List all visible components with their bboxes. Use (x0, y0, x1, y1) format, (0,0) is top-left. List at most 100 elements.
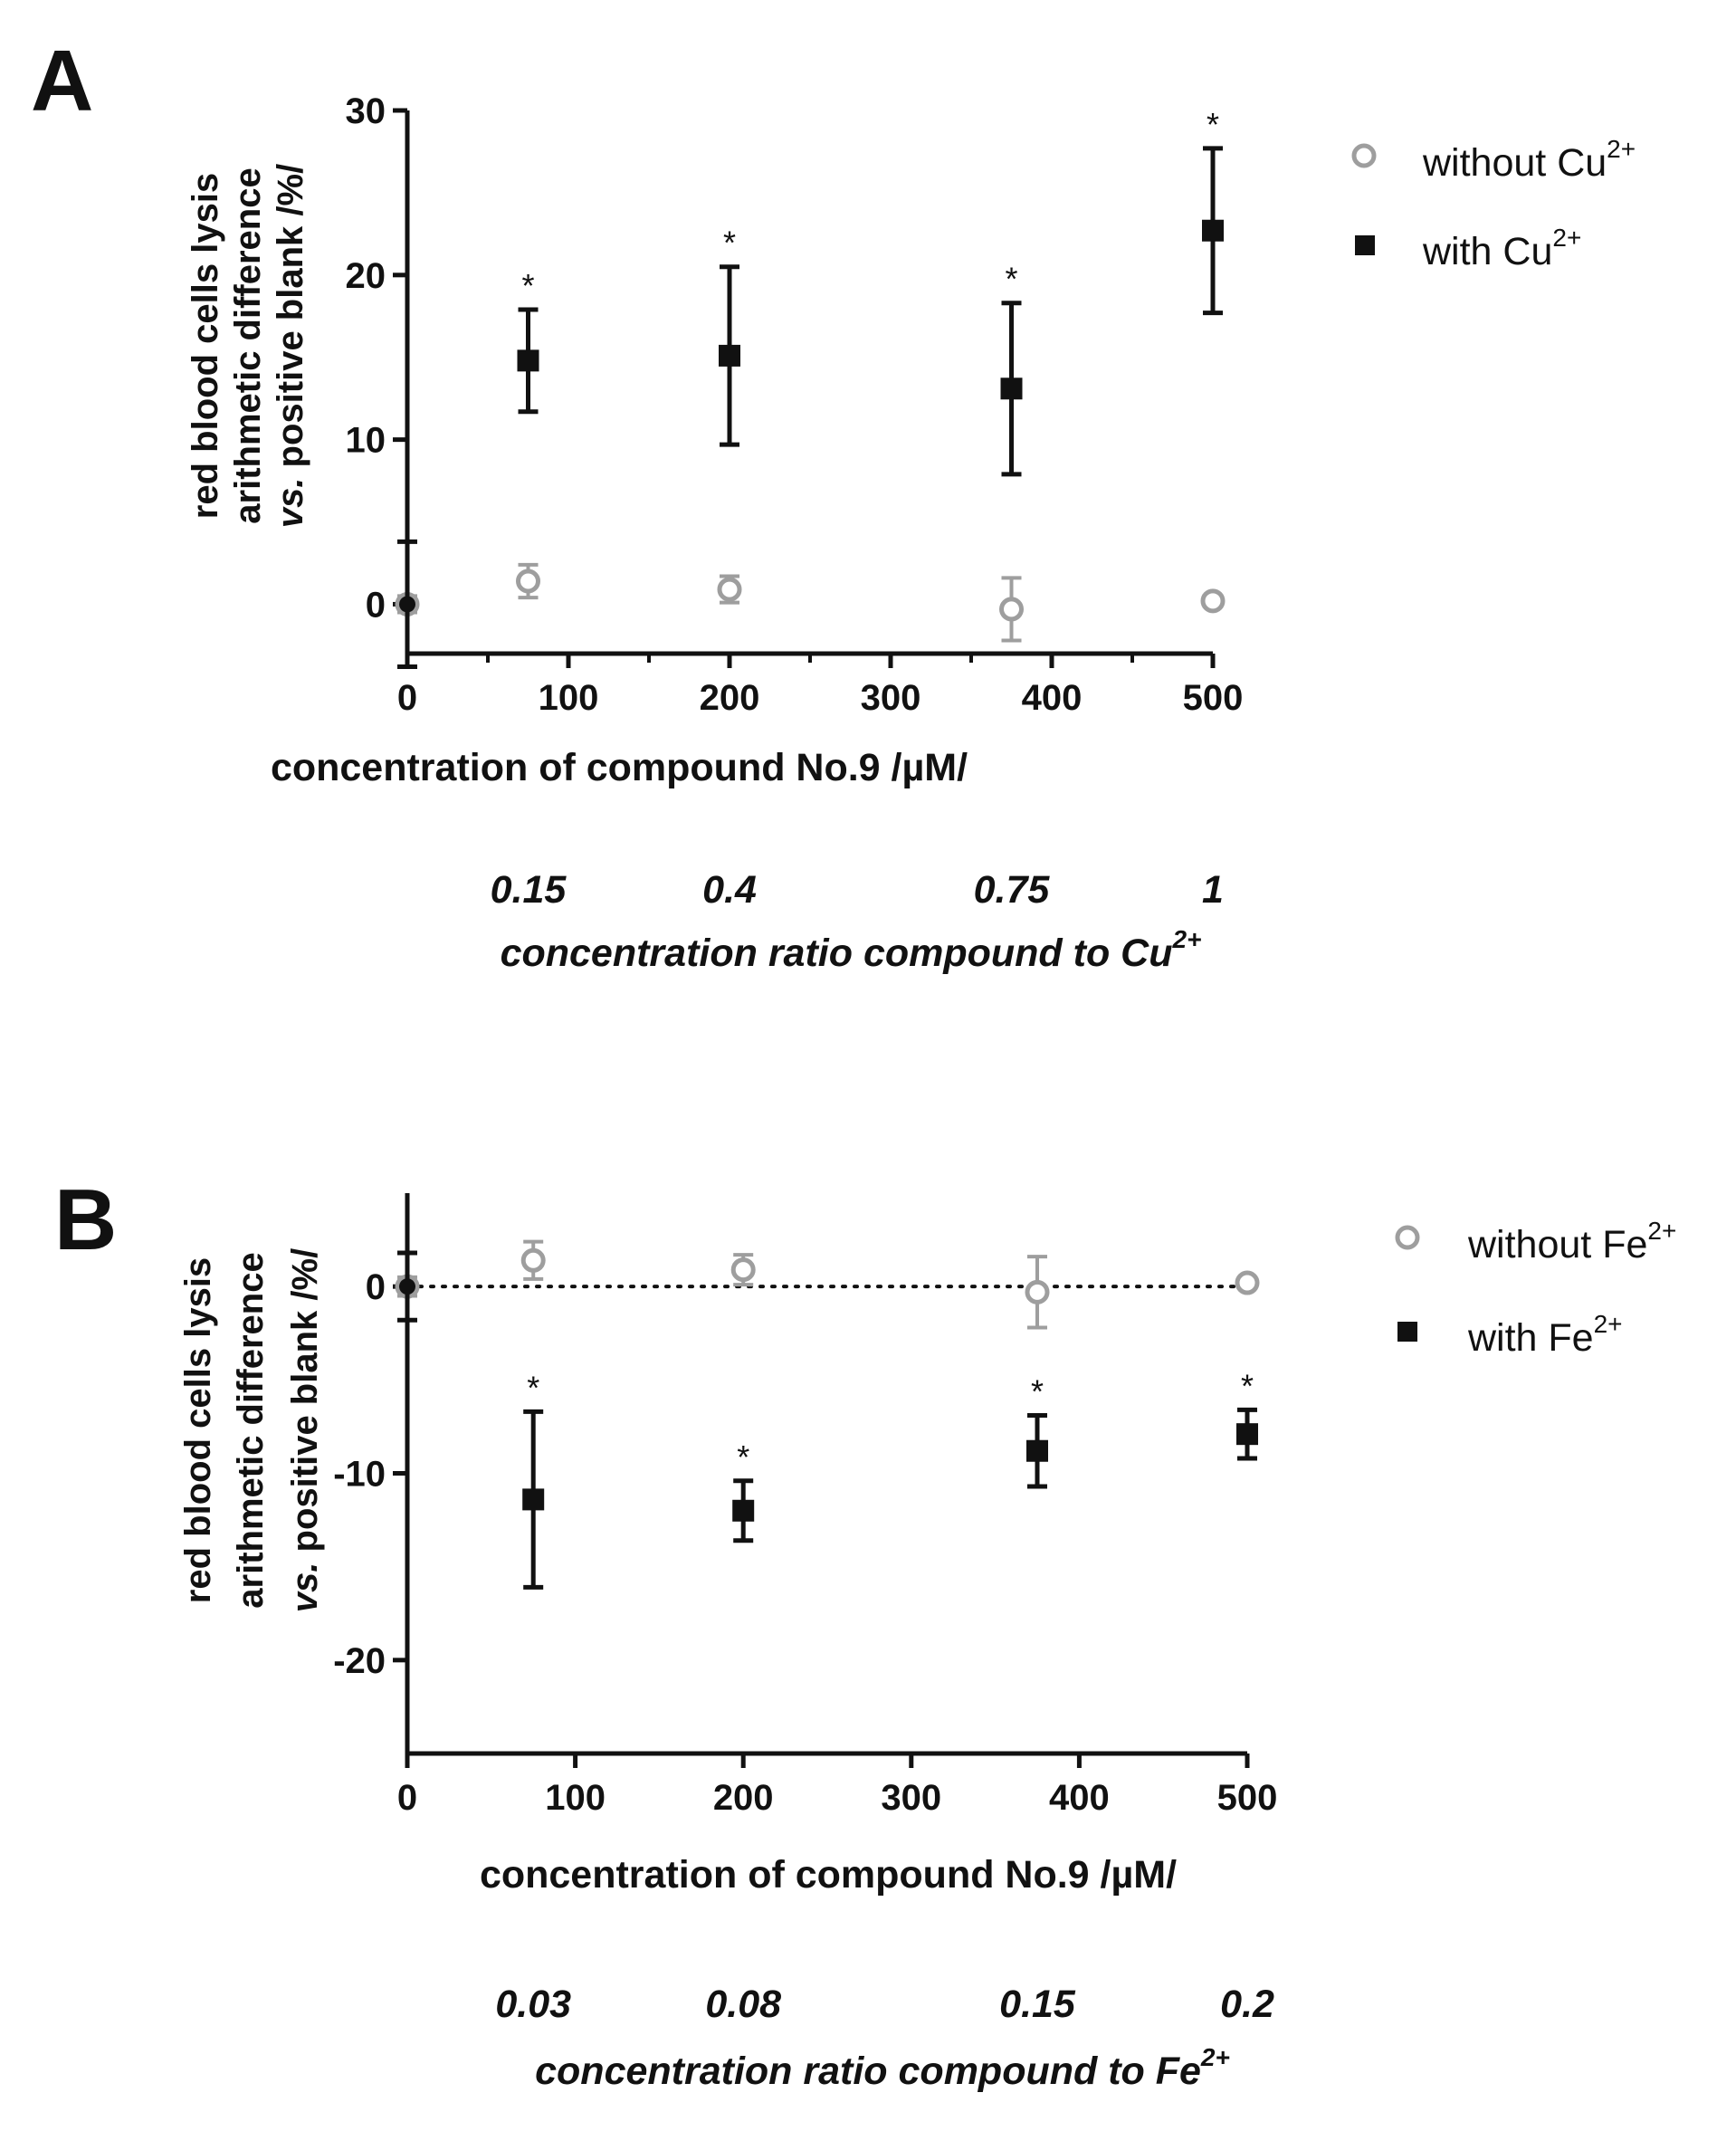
panel-a-point-open-circle (516, 569, 540, 594)
panel-b-point-filled-square (1026, 1439, 1048, 1462)
panel-b-point-open-circle (1025, 1279, 1050, 1304)
panel-b-ratio-labels: 0.03 0.08 0.15 0.2 (495, 1983, 1274, 2026)
panel-a-y-label-2: arithmetic difference (228, 167, 268, 523)
panel-b-y-label-2: arithmetic difference (231, 1252, 271, 1608)
panel-b: B red blood cells lysis arithmetic diffe… (54, 1171, 1676, 2093)
panel-b-significance-marker: * (737, 1438, 749, 1476)
panel-b-ratio-label: 0.03 (495, 1983, 571, 2026)
panel-b-legend-label-1-sup: 2+ (1647, 1217, 1676, 1245)
panel-a-x-tick-label: 200 (700, 678, 760, 718)
panel-a-point-filled-square (1202, 219, 1224, 242)
panel-b-ratio-label: 0.15 (999, 1983, 1076, 2026)
panel-a-ratio-labels: 0.15 0.4 0.75 1 (491, 868, 1224, 912)
panel-b-legend-label-2-sup: 2+ (1594, 1310, 1623, 1338)
panel-a-significance-marker: * (521, 267, 534, 304)
panel-a-y-label: red blood cells lysis (186, 173, 225, 519)
panel-b-plot: -20 -10 0 0 100 200 300 400 500 * * * * (333, 1193, 1277, 1818)
panel-a-point-open-circle (999, 597, 1024, 622)
panel-b-x-tick-label: 200 (713, 1778, 774, 1818)
panel-a-legend-label-1-base: without Cu (1422, 141, 1607, 185)
panel-a-point-filled-square (517, 349, 539, 372)
panel-b-significance-marker: * (527, 1369, 539, 1406)
panel-a-y-tick-label: 20 (346, 256, 386, 296)
panel-b-legend-label-1: without Fe2+ (1467, 1217, 1676, 1266)
panel-a-y-label-line-3: vs. positive blank /%/ (271, 164, 310, 528)
panel-a-significance-marker: * (1005, 261, 1017, 298)
panel-b-legend-label-2-base: with Fe (1467, 1316, 1594, 1360)
panel-b-ratio-title: concentration ratio compound to Fe2+ (535, 2043, 1230, 2093)
panel-b-point-open-circle (1235, 1270, 1260, 1295)
panel-b-y-label-3: vs. positive blank /%/ (285, 1248, 325, 1612)
panel-b-point-open-circle (730, 1257, 756, 1283)
panel-a-y-tick-label: 30 (346, 91, 386, 131)
panel-b-y-label-vs: vs. (285, 1562, 325, 1613)
panel-a-x-tick-label: 400 (1022, 678, 1083, 718)
panel-b-x-tick-label: 300 (881, 1778, 941, 1818)
panel-a-legend-label-1-sup: 2+ (1607, 135, 1636, 163)
panel-b-x-tick-label: 100 (545, 1778, 606, 1818)
panel-b-y-label-line-2: arithmetic difference (231, 1252, 271, 1608)
panel-b-x-tick-label: 400 (1049, 1778, 1110, 1818)
panel-a-legend-filled-square-marker (1355, 235, 1375, 255)
panel-a-ratio-label: 1 (1202, 868, 1224, 912)
panel-b-x-tick-label: 500 (1217, 1778, 1278, 1818)
panel-a-legend-open-circle-marker (1351, 143, 1377, 168)
panel-a-y-tick-label: 10 (346, 421, 386, 461)
panel-a-x-tick-label: 300 (861, 678, 921, 718)
panel-a-y-label-vs: vs. (271, 478, 310, 529)
panel-a-ratio-label: 0.4 (702, 868, 757, 912)
panel-a-ratio-title-base: concentration ratio compound to Cu (501, 932, 1173, 975)
panel-a-y-label-rest: positive blank /%/ (271, 164, 310, 478)
panel-a-point-filled-square (719, 344, 740, 367)
panel-b-legend-filled-square-marker (1397, 1322, 1417, 1342)
panel-a-x-tick-label: 100 (539, 678, 599, 718)
panel-a-x-axis-title: concentration of compound No.9 /µM/ (271, 746, 968, 789)
panel-a-point-open-circle (717, 577, 742, 602)
panel-b-point-filled-square (732, 1499, 755, 1522)
panel-b-legend-open-circle-marker (1395, 1225, 1420, 1250)
panel-a-legend-label-2-base: with Cu (1422, 230, 1552, 273)
panel-b-x-tick-label: 0 (397, 1778, 417, 1818)
panel-b-point-filled-dot (399, 1278, 415, 1295)
panel-b-y-label: red blood cells lysis (178, 1257, 218, 1603)
panel-a-legend: without Cu2+ with Cu2+ (1351, 135, 1636, 273)
panel-b-ratio-title-sup: 2+ (1200, 2043, 1230, 2071)
panel-a-legend-label-2: with Cu2+ (1422, 224, 1581, 273)
panel-b-y-label-line-3: vs. positive blank /%/ (285, 1248, 325, 1612)
panel-b-y-tick-label: -10 (333, 1455, 386, 1495)
panel-a-ratio-title-sup: 2+ (1172, 925, 1202, 953)
panel-a-point-filled-dot (399, 596, 415, 613)
panel-b-point-filled-square (1236, 1423, 1258, 1446)
panel-a-y-label-line-1: red blood cells lysis (186, 173, 225, 519)
panel-b-legend-label-1-base: without Fe (1467, 1223, 1647, 1266)
panel-a-point-open-circle (1200, 588, 1226, 614)
panel-b-letter: B (54, 1171, 117, 1268)
panel-b-ratio-label: 0.2 (1220, 1983, 1274, 2026)
panel-b-y-label-rest: positive blank /%/ (285, 1248, 325, 1562)
panel-a-letter: A (31, 33, 93, 129)
panel-a-point-filled-square (1000, 377, 1023, 400)
panel-b-legend: without Fe2+ with Fe2+ (1395, 1217, 1676, 1360)
panel-a-legend-label-1: without Cu2+ (1422, 135, 1636, 185)
panel-a-y-label-3: vs. positive blank /%/ (271, 164, 310, 528)
panel-a-y-label-line-2: arithmetic difference (228, 167, 268, 523)
panel-a-x-tick-label: 500 (1183, 678, 1244, 718)
panel-a-y-tick-label: 0 (366, 585, 386, 625)
panel-b-significance-marker: * (1031, 1373, 1044, 1410)
panel-b-y-label-line-1: red blood cells lysis (178, 1257, 218, 1603)
panel-b-ratio-label: 0.08 (705, 1983, 781, 2026)
panel-b-y-tick-label: 0 (366, 1267, 386, 1307)
panel-b-significance-marker: * (1241, 1367, 1254, 1404)
panel-b-x-axis-title: concentration of compound No.9 /µM/ (480, 1853, 1177, 1897)
panel-b-point-filled-square (522, 1488, 545, 1511)
panel-a-ratio-label: 0.15 (491, 868, 568, 912)
panel-a-legend-label-2-sup: 2+ (1552, 224, 1581, 252)
panel-b-legend-label-2: with Fe2+ (1467, 1310, 1623, 1360)
panel-a-ratio-label: 0.75 (974, 868, 1051, 912)
panel-a-x-tick-label: 0 (397, 678, 417, 718)
panel-a: A red blood cells lysis arithmetic diffe… (31, 33, 1636, 975)
panel-b-y-tick-label: -20 (333, 1641, 386, 1681)
panel-a-ratio-title: concentration ratio compound to Cu2+ (501, 925, 1202, 975)
